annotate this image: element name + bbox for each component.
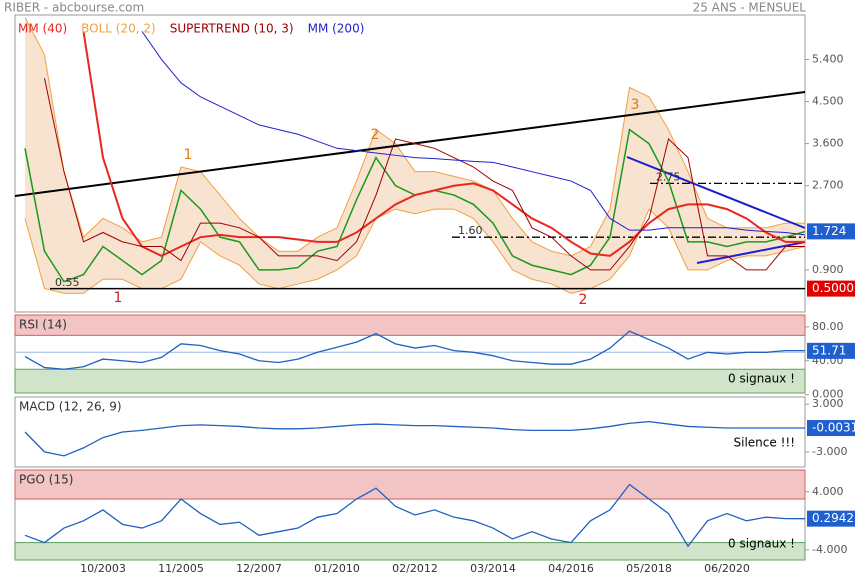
legend-entry: MM (200): [308, 22, 365, 36]
indicator-line: [24, 330, 805, 370]
level-label: 1.60: [458, 224, 483, 237]
y-tick-label: 2.700: [812, 179, 844, 192]
value-box: [807, 223, 855, 240]
series-line: [44, 78, 805, 271]
y-tick-label: 0.000: [812, 388, 844, 401]
x-tick-label: 05/2018: [626, 562, 672, 575]
y-tick-label: 4.000: [812, 485, 844, 498]
bollinger-band: [25, 17, 805, 294]
support-note: 0.55: [55, 276, 80, 289]
trend-line: [696, 241, 806, 264]
x-tick-label: 01/2010: [314, 562, 360, 575]
value-box: [807, 510, 855, 527]
value-label: 0.2942: [812, 511, 854, 525]
wave-label: 1: [184, 147, 193, 163]
trend-line: [14, 91, 806, 197]
value-label: 1.724: [812, 224, 846, 238]
x-tick-label: 10/2003: [80, 562, 126, 575]
y-tick-label: 80.00: [812, 320, 844, 333]
x-tick-label: 11/2005: [158, 562, 204, 575]
wave-label: 3: [631, 97, 640, 113]
oversold-zone: [14, 542, 806, 561]
header: RIBER - abcbourse.com: [4, 1, 144, 15]
x-tick-label: 06/2020: [704, 562, 750, 575]
x-tick-label: 04/2016: [548, 562, 594, 575]
value-label: 51.71: [812, 343, 846, 357]
indicator-line: [24, 483, 806, 548]
value-box: [807, 420, 855, 437]
value-box: [807, 280, 855, 297]
period: 25 ANS - MENSUEL: [693, 1, 807, 15]
y-tick-label: -3.000: [812, 445, 847, 458]
overbought-zone: [14, 314, 806, 336]
wave-label: 2: [579, 292, 588, 308]
legend-entry: BOLL (20, 2): [81, 22, 156, 36]
x-tick-label: 02/2012: [392, 562, 438, 575]
panel-title: RSI (14): [19, 318, 67, 332]
panel-title: PGO (15): [19, 473, 73, 487]
panel-title: MACD (12, 26, 9): [19, 400, 122, 414]
oversold-zone: [14, 368, 806, 394]
panel: [14, 396, 806, 468]
trend-line: [626, 156, 806, 229]
y-tick-label: 5.400: [812, 52, 844, 65]
indicator-line: [24, 421, 805, 457]
y-tick-label: 3.600: [812, 137, 844, 150]
panel-note: Silence !!!: [734, 436, 796, 450]
series-line: [82, 31, 805, 257]
series-line: [141, 31, 806, 236]
wave-label: 1: [114, 290, 123, 306]
y-tick-label: 4.500: [812, 95, 844, 108]
value-label: -0.0031: [812, 421, 855, 435]
panel-note: 0 signaux !: [728, 371, 795, 385]
y-tick-label: 3.000: [812, 397, 844, 410]
value-label: 0.5000: [812, 281, 854, 295]
overbought-zone: [14, 469, 806, 500]
y-tick-label: -4.000: [812, 543, 847, 556]
bollinger-upper: [24, 17, 805, 257]
value-box: [807, 342, 855, 359]
x-tick-label: 03/2014: [470, 562, 516, 575]
level-label: 2.75: [656, 170, 681, 183]
panel-note: 0 signaux !: [728, 536, 795, 550]
x-tick-label: 12/2007: [236, 562, 282, 575]
legend-entry: MM (40): [18, 22, 67, 36]
y-tick-label: 0.900: [812, 263, 844, 276]
wave-label: 2: [371, 127, 380, 143]
legend-entry: SUPERTREND (10, 3): [170, 22, 294, 36]
